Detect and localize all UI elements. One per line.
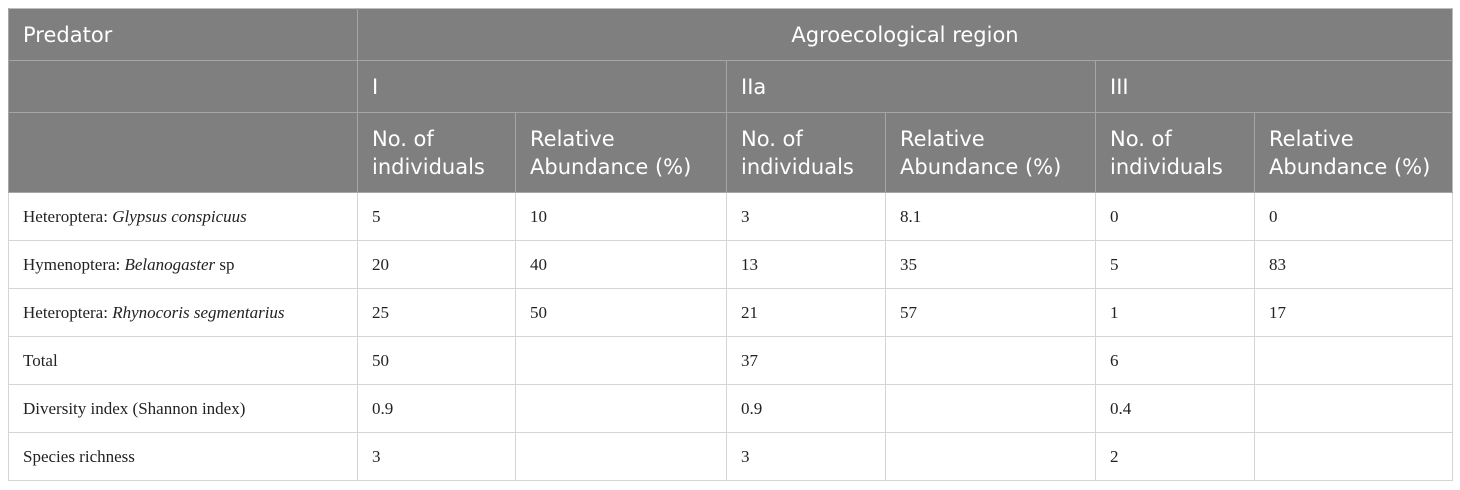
genus: Belanogaster: [124, 254, 216, 274]
cell: 50: [515, 288, 727, 337]
cell: 57: [885, 288, 1096, 337]
cell: 0: [1254, 192, 1453, 241]
cell: 5: [357, 192, 516, 241]
cell: 0.9: [726, 384, 886, 433]
header-cell: Predator: [8, 8, 358, 61]
cell: 21: [726, 288, 886, 337]
empty-cell: [1254, 336, 1453, 385]
cell: 0: [1095, 192, 1255, 241]
table-row: Diversity index (Shannon index) 0.9 0.9 0.4: [8, 384, 1453, 433]
table-body: Heteroptera: Glypsus conspicuus 5 10 3 8.1 0 0…: [8, 192, 1453, 481]
region-header: IIa: [726, 60, 1096, 113]
cell: 3: [726, 432, 886, 481]
table-row: Heteroptera: Glypsus conspicuus 5 10 3 8.1 0 0: [8, 192, 1453, 241]
cell: 83: [1254, 240, 1453, 289]
row-label: Hymenoptera: Belanogaster sp: [8, 240, 358, 289]
data-table: Predator Agroecological region I IIa III N…: [8, 8, 1453, 481]
header-cell: Agroecological region: [357, 8, 1453, 61]
region-header: I: [357, 60, 727, 113]
column-header: Relative Abundance (%): [515, 112, 727, 193]
table-row: Total 50 37 6: [8, 336, 1453, 385]
empty-cell: [885, 336, 1096, 385]
empty-cell: [515, 336, 727, 385]
cell: 6: [1095, 336, 1255, 385]
column-header: Relative Abundance (%): [1254, 112, 1453, 193]
genus: Rhynocoris segmentarius: [112, 302, 285, 322]
table-row: Hymenoptera: Belanogaster sp 20 40 13 35 5 83: [8, 240, 1453, 289]
suffix: sp: [219, 254, 235, 274]
cell: 1: [1095, 288, 1255, 337]
cell: 0.4: [1095, 384, 1255, 433]
order: Heteroptera:: [23, 206, 108, 226]
empty-cell: [515, 384, 727, 433]
genus: Glypsus conspicuus: [112, 206, 247, 226]
cell: 17: [1254, 288, 1453, 337]
column-header: No. of individuals: [357, 112, 516, 193]
column-header: Relative Abundance (%): [885, 112, 1096, 193]
header-cell: [8, 112, 358, 193]
row-label: Total: [8, 336, 358, 385]
row-label: Species richness: [8, 432, 358, 481]
cell: 35: [885, 240, 1096, 289]
cell: 50: [357, 336, 516, 385]
cell: 5: [1095, 240, 1255, 289]
region-header: III: [1095, 60, 1453, 113]
cell: 3: [357, 432, 516, 481]
cell: 8.1: [885, 192, 1096, 241]
empty-cell: [1254, 384, 1453, 433]
cell: 20: [357, 240, 516, 289]
column-header: No. of individuals: [726, 112, 886, 193]
cell: 2: [1095, 432, 1255, 481]
column-header: No. of individuals: [1095, 112, 1255, 193]
order: Hymenoptera:: [23, 254, 121, 274]
table-row: Heteroptera: Rhynocoris segmentarius 25 50…: [8, 288, 1453, 337]
empty-cell: [515, 432, 727, 481]
cell: 10: [515, 192, 727, 241]
empty-cell: [885, 432, 1096, 481]
order: Heteroptera:: [23, 302, 108, 322]
cell: 0.9: [357, 384, 516, 433]
cell: 25: [357, 288, 516, 337]
row-label: Heteroptera: Rhynocoris segmentarius: [8, 288, 358, 337]
header-cell: [8, 60, 358, 113]
cell: 3: [726, 192, 886, 241]
cell: 40: [515, 240, 727, 289]
row-label: Heteroptera: Glypsus conspicuus: [8, 192, 358, 241]
table-header: Predator Agroecological region I IIa III N…: [8, 8, 1453, 193]
cell: 13: [726, 240, 886, 289]
cell: 37: [726, 336, 886, 385]
empty-cell: [1254, 432, 1453, 481]
row-label: Diversity index (Shannon index): [8, 384, 358, 433]
empty-cell: [885, 384, 1096, 433]
table-row: Species richness 3 3 2: [8, 432, 1453, 481]
